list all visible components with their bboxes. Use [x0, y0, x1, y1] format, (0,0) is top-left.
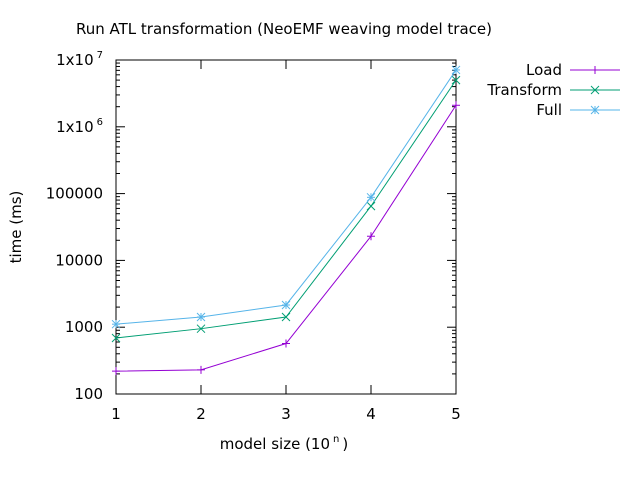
- data-point-full: [451, 65, 461, 75]
- x-axis-label-exponent: n: [333, 434, 339, 445]
- x-axis-label: model size (10 n): [220, 434, 348, 453]
- data-point-load: [112, 367, 120, 376]
- data-point-load: [367, 232, 375, 241]
- y-tick-label: 10000: [55, 251, 103, 269]
- legend: Load Transform Full: [486, 61, 620, 119]
- data-point-transform: [196, 324, 206, 334]
- x-tick-label: 1: [111, 405, 121, 423]
- data-point-transform: [366, 201, 376, 211]
- x-axis-label-base: model size (10: [220, 435, 330, 453]
- y-tick-label: 1x10 6: [56, 117, 103, 136]
- series-line-transform: [115, 79, 457, 339]
- data-point-full: [111, 319, 121, 329]
- data-point-load: [452, 101, 460, 110]
- x-tick-label: 2: [196, 405, 206, 423]
- y-tick-label: 1000: [65, 318, 103, 336]
- legend-label-full: Full: [536, 101, 562, 119]
- data-point-load: [197, 365, 205, 374]
- y-tick-label: 100000: [46, 185, 103, 203]
- data-point-full: [196, 312, 206, 322]
- x-tick-label: 4: [366, 405, 376, 423]
- series-line-load: [115, 105, 457, 372]
- x-tick-label: 5: [451, 405, 461, 423]
- legend-label-load: Load: [526, 61, 562, 79]
- x-tick-label: 3: [281, 405, 291, 423]
- y-tick-label: 100: [74, 385, 103, 403]
- legend-label-transform: Transform: [486, 81, 562, 99]
- y-tick-label: 1x10 7: [56, 50, 103, 69]
- legend-marker-full: [590, 105, 600, 115]
- chart-title: Run ATL transformation (NeoEMF weaving m…: [76, 20, 492, 38]
- data-point-full: [281, 300, 291, 310]
- series-line-full: [115, 69, 457, 325]
- data-point-full: [366, 192, 376, 202]
- legend-marker-transform: [590, 85, 600, 95]
- series-layer: [111, 65, 461, 376]
- y-axis-ticks: 100 1000 10000 100000 1x10 6 1x10 7: [46, 50, 456, 403]
- legend-marker-load: [591, 66, 599, 74]
- data-point-load: [282, 339, 290, 348]
- x-axis-label-close: ): [342, 435, 348, 453]
- y-axis-label: time (ms): [7, 191, 25, 264]
- data-point-transform: [451, 75, 461, 85]
- data-point-transform: [111, 333, 121, 343]
- x-axis-ticks: 1 2 3 4 5: [111, 60, 461, 423]
- data-point-transform: [281, 312, 291, 322]
